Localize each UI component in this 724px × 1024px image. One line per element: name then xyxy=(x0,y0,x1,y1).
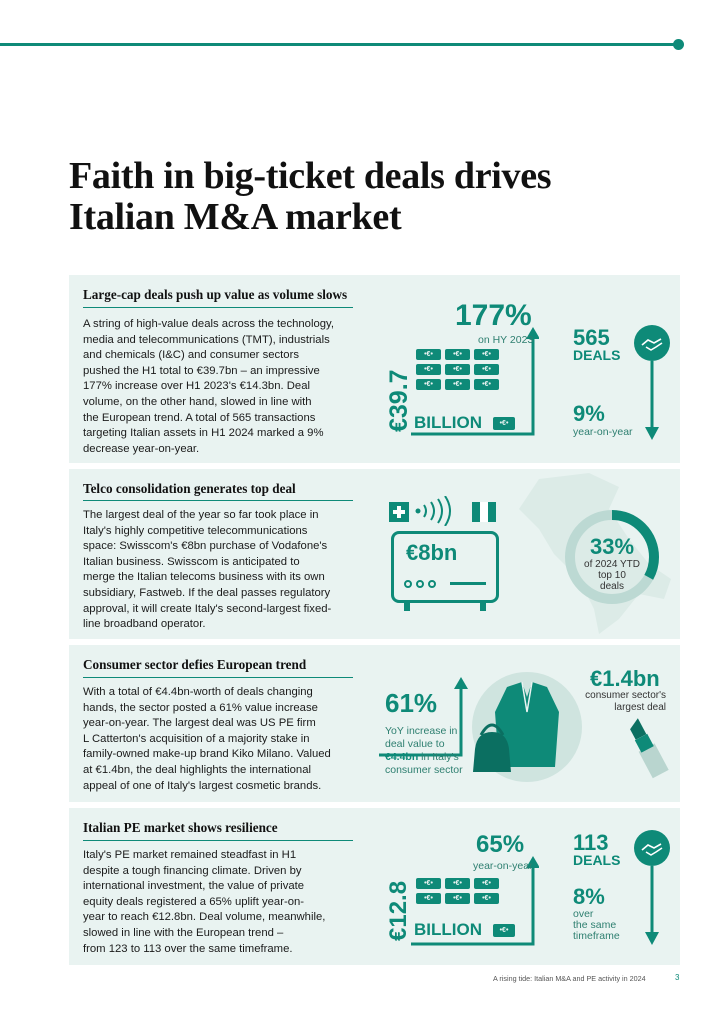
page-title: Faith in big-ticket deals drives Italian… xyxy=(69,156,669,238)
deal-count: 565 xyxy=(573,325,610,350)
bill-icon: •€• xyxy=(416,379,441,390)
growth-pct: 61% xyxy=(385,688,438,718)
up-arrow-icon xyxy=(379,677,468,757)
deal-count: 113 xyxy=(573,830,609,855)
volume-sub: over the same timeframe xyxy=(573,908,620,942)
growth-pct: 65% xyxy=(476,831,525,858)
bill-icon: •€• xyxy=(474,364,499,375)
up-arrow-icon xyxy=(411,327,539,436)
footer-text: A rising tide: Italian M&A and PE activi… xyxy=(493,974,646,983)
title-line-1: Faith in big-ticket deals drives xyxy=(69,155,552,197)
heading-rule xyxy=(83,677,353,678)
section-text: With a total of €4.4bn-worth of deals ch… xyxy=(83,686,331,792)
down-arrow-icon xyxy=(645,866,659,945)
up-arrow-icon xyxy=(411,856,539,946)
router-foot xyxy=(480,603,486,611)
jacket-and-bag-image xyxy=(472,672,582,782)
bill-icon: •€• xyxy=(474,349,499,360)
deal-label: DEALS xyxy=(573,347,621,363)
router-icon: €8bn xyxy=(391,531,499,603)
largest-value: €1.4bn xyxy=(590,666,660,691)
heading-rule xyxy=(83,840,353,841)
handshake-icon xyxy=(634,325,670,361)
share-pct: 33% xyxy=(589,534,635,559)
top-rule xyxy=(0,43,676,46)
bill-icon: •€• xyxy=(445,878,470,889)
bill-icon: •€• xyxy=(445,379,470,390)
bill-icon: •€• xyxy=(474,893,499,904)
growth-sub: year-on-year xyxy=(473,860,533,872)
signal-waves-icon xyxy=(415,496,451,526)
bill-icon: •€• xyxy=(416,364,441,375)
section-consumer: Consumer sector defies European trend Wi… xyxy=(69,645,680,802)
section-text: The largest deal of the year so far took… xyxy=(83,509,332,631)
section-heading: Italian PE market shows resilience xyxy=(83,820,278,835)
bill-icon: •€• xyxy=(493,924,515,937)
section-pe: Italian PE market shows resilience Italy… xyxy=(69,808,680,965)
growth-sub: on HY 2023 xyxy=(478,334,534,346)
section-text: A string of high-value deals across the … xyxy=(83,318,334,455)
bill-icon: •€• xyxy=(445,364,470,375)
volume-pct: 8% xyxy=(573,884,605,909)
lipstick-icon xyxy=(630,718,669,779)
bill-icon: •€• xyxy=(445,893,470,904)
bill-icon: •€• xyxy=(416,349,441,360)
italy-flag-icon xyxy=(472,502,496,522)
section-heading: Consumer sector defies European trend xyxy=(83,657,307,672)
heading-rule xyxy=(83,500,353,501)
bill-icon: •€• xyxy=(493,417,515,430)
page-number: 3 xyxy=(675,973,680,982)
swiss-flag-icon xyxy=(389,502,409,522)
bill-icon: •€• xyxy=(416,893,441,904)
volume-sub: year-on-year xyxy=(573,426,633,438)
share-donut xyxy=(565,510,659,604)
heading-rule xyxy=(83,307,353,308)
section-heading: Large-cap deals push up value as volume … xyxy=(83,287,348,302)
deal-label: DEALS xyxy=(573,852,621,868)
handshake-icon xyxy=(634,830,670,866)
down-arrow-icon xyxy=(645,361,659,440)
volume-pct: 9% xyxy=(573,401,605,426)
donut-share-arc xyxy=(565,510,659,604)
bill-stack: •€• •€• •€• •€• •€• •€• •€• •€• •€• xyxy=(416,349,526,390)
top-rule-dot xyxy=(673,39,684,50)
section-heading: Telco consolidation generates top deal xyxy=(83,481,296,496)
largest-sub: consumer sector's largest deal xyxy=(585,690,666,713)
title-line-2: Italian M&A market xyxy=(69,196,402,238)
bill-icon: •€• xyxy=(474,878,499,889)
value-unit: BILLION xyxy=(414,413,482,432)
bill-icon: •€• xyxy=(445,349,470,360)
router-foot xyxy=(404,603,410,611)
section-text: Italy's PE market remained steadfast in … xyxy=(83,849,326,955)
section-large-cap: Large-cap deals push up value as volume … xyxy=(69,275,680,463)
bill-icon: •€• xyxy=(416,878,441,889)
growth-pct: 177% xyxy=(455,299,532,332)
deal-value: €8bn xyxy=(406,540,458,565)
section-telco: Telco consolidation generates top deal T… xyxy=(69,469,680,639)
share-sub: of 2024 YTD top 10 deals xyxy=(584,559,640,592)
bill-stack: •€• •€• •€• •€• •€• •€• xyxy=(416,878,526,904)
growth-sub: YoY increase in deal value to €4.4bn in … xyxy=(385,725,463,776)
bill-icon: •€• xyxy=(474,379,499,390)
value-unit: BILLION xyxy=(414,920,482,939)
